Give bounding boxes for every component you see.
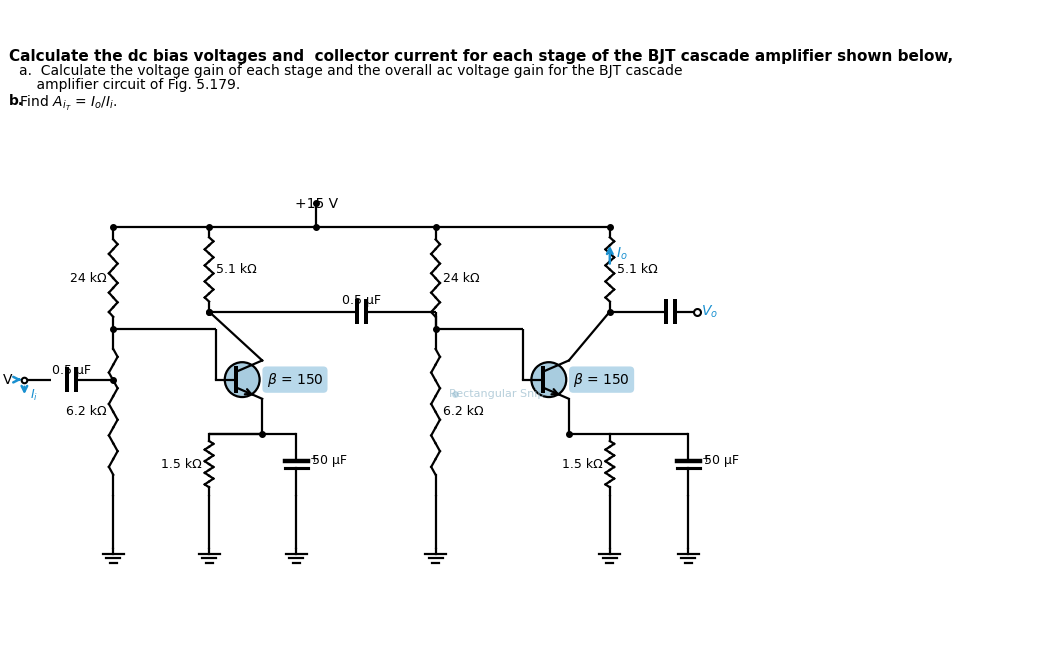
Text: 6.2 kΩ: 6.2 kΩ [65, 405, 107, 419]
Text: Calculate the dc bias voltages and  collector current for each stage of the BJT : Calculate the dc bias voltages and colle… [8, 48, 953, 63]
Text: 50 μF: 50 μF [312, 454, 346, 467]
Text: +: + [702, 454, 712, 464]
Text: 5.1 kΩ: 5.1 kΩ [617, 263, 658, 276]
Text: Find $A_{i_T}$ = $I_o$/$I_i$.: Find $A_{i_T}$ = $I_o$/$I_i$. [19, 94, 117, 113]
Text: $I_o$: $I_o$ [616, 245, 627, 262]
Text: 1.5 kΩ: 1.5 kΩ [162, 457, 202, 471]
Text: +15 V: +15 V [295, 196, 338, 211]
Text: a.  Calculate the voltage gain of each stage and the overall ac voltage gain for: a. Calculate the voltage gain of each st… [19, 64, 682, 78]
Circle shape [531, 362, 566, 397]
Text: $I_i$: $I_i$ [30, 388, 38, 403]
Text: V: V [3, 373, 13, 386]
Text: 5.1 kΩ: 5.1 kΩ [216, 263, 257, 276]
Text: 0.5 μF: 0.5 μF [342, 294, 381, 307]
Text: $\beta$ = 150: $\beta$ = 150 [573, 371, 630, 389]
Text: +: + [310, 454, 320, 464]
Text: 6.2 kΩ: 6.2 kΩ [442, 405, 484, 419]
Text: $V_o$: $V_o$ [701, 304, 718, 320]
Text: Rectangular Snip: Rectangular Snip [449, 390, 544, 399]
Text: 24 kΩ: 24 kΩ [70, 271, 107, 285]
Text: amplifier circuit of Fig. 5.179.: amplifier circuit of Fig. 5.179. [19, 78, 241, 92]
Text: b.: b. [8, 94, 24, 108]
Text: 24 kΩ: 24 kΩ [442, 271, 479, 285]
Text: 50 μF: 50 μF [704, 454, 739, 467]
Text: $\beta$ = 150: $\beta$ = 150 [266, 371, 323, 389]
Circle shape [225, 362, 260, 397]
Text: 1.5 kΩ: 1.5 kΩ [562, 457, 603, 471]
Text: 0.5 μF: 0.5 μF [52, 364, 91, 377]
